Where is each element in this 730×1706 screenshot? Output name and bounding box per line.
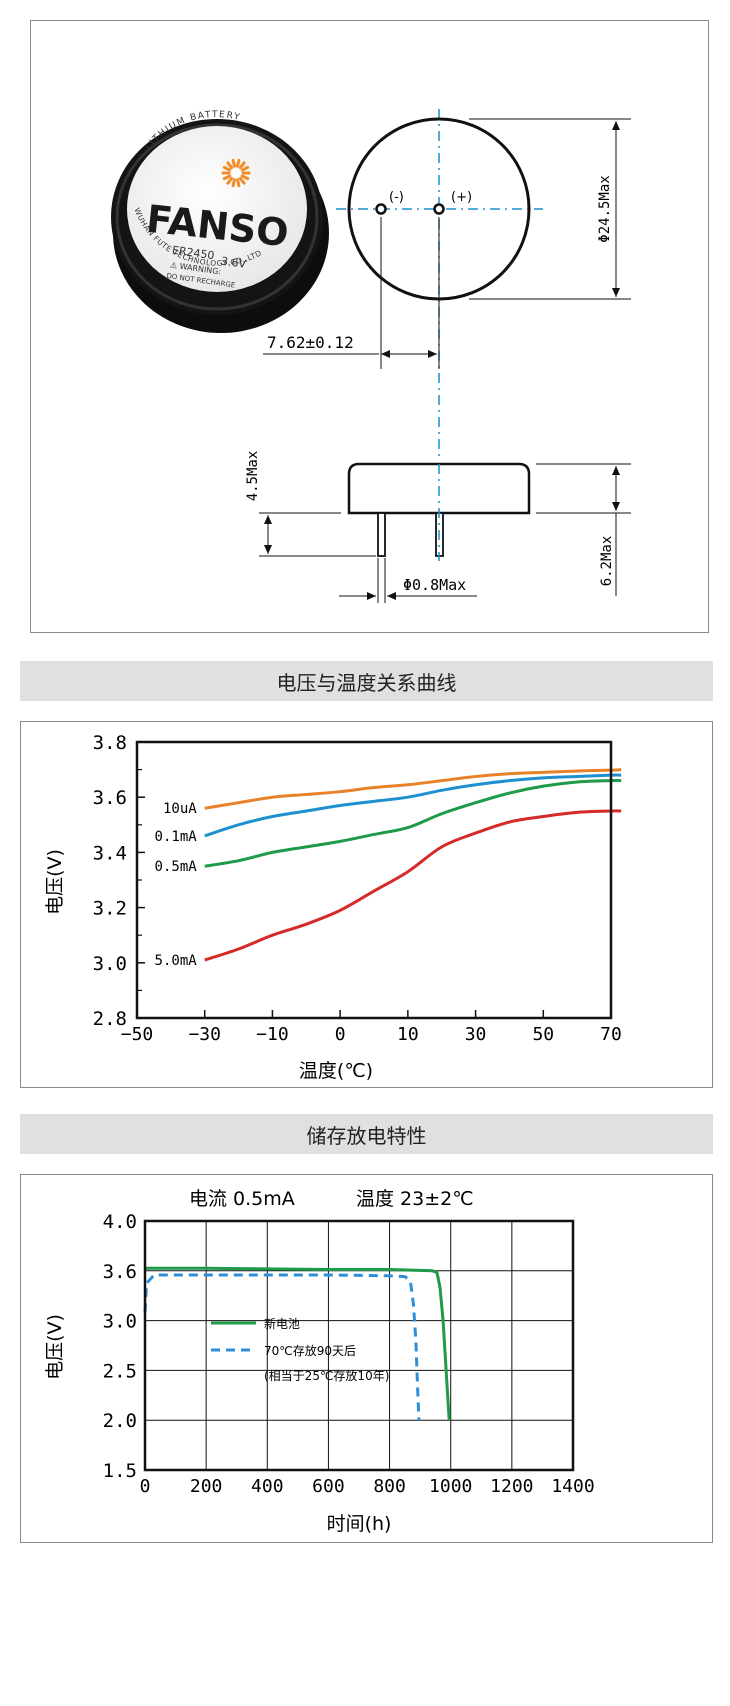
storage-chart-xlabel: 时间(h)	[327, 1513, 392, 1535]
temp-y-tick: 3.8	[93, 732, 127, 754]
section-temp-header: 电压与温度关系曲线	[20, 661, 713, 701]
section-temp-title: 电压与温度关系曲线	[276, 670, 457, 695]
temp-chart-ylabel: 电压(V)	[44, 849, 66, 915]
storage-chart: 0 200 400 600 800 1000 1200 1400 1.5 2.0 2.5 3.0 3.6…	[44, 1188, 595, 1535]
battery-label	[127, 126, 307, 292]
temp-chart-xlabel: 温度(℃)	[299, 1060, 373, 1082]
legend-label-stored-note: (相当于25℃存放10年)	[264, 1368, 389, 1383]
storage-y-tick: 3.0	[103, 1311, 137, 1333]
temp-series-line	[204, 773, 622, 838]
neg-label: (-)	[389, 190, 404, 205]
temp-series-label: 5.0mA	[155, 953, 198, 969]
storage-y-tick: 2.0	[103, 1410, 137, 1432]
temp-chart-panel: −50 −30 −10 0 10 30 50 70 2.8 3.0 3.2 3.4 3.6 3.8 10u…	[20, 721, 713, 1088]
pos-pin-icon	[433, 203, 445, 215]
battery-voltage: 3.6V	[220, 254, 247, 270]
temp-chart-frame	[135, 740, 613, 1020]
storage-chart-panel: 0 200 400 600 800 1000 1200 1400 1.5 2.0 2.5 3.0 3.6…	[20, 1174, 713, 1543]
pin-diameter-label: Φ0.8Max	[403, 576, 466, 594]
temp-x-tick: 50	[532, 1024, 554, 1045]
spec-drawing: LITHIUM BATTERY WUHAN FUTE TECHNOLOGY CO…	[111, 109, 631, 603]
section-storage-header: 储存放电特性	[20, 1114, 713, 1154]
spec-panel: LITHIUM BATTERY WUHAN FUTE TECHNOLOGY CO…	[30, 20, 709, 633]
total-height-label: 6.2Max	[599, 536, 615, 587]
temp-y-tick: 3.4	[93, 842, 127, 864]
storage-y-tick: 4.0	[103, 1211, 137, 1233]
pin-spacing-label: 7.62±0.12	[267, 333, 354, 352]
temp-series-line	[204, 809, 622, 962]
storage-chart-ylabel: 电压(V)	[44, 1314, 66, 1380]
temp-x-tick: −50	[121, 1024, 154, 1045]
temp-chart: −50 −30 −10 0 10 30 50 70 2.8 3.0 3.2 3.4 3.6 3.8 10u…	[44, 732, 622, 1082]
storage-x-tick: 600	[312, 1476, 345, 1497]
battery-photo: LITHIUM BATTERY WUHAN FUTE TECHNOLOGY CO…	[111, 110, 329, 333]
side-view: 4.5Max 6.2Max Φ0.8Max	[245, 451, 631, 603]
neg-leg	[377, 512, 386, 557]
height-label: 4.5Max	[245, 451, 261, 502]
storage-x-tick: 1000	[429, 1476, 472, 1497]
temp-y-tick: 3.0	[93, 953, 127, 975]
storage-x-tick: 0	[140, 1476, 151, 1497]
legend-label-stored: 70℃存放90天后	[264, 1343, 356, 1358]
temp-series-line	[204, 779, 622, 868]
storage-x-tick: 200	[190, 1476, 223, 1497]
temp-x-tick: 0	[335, 1024, 346, 1045]
battery-model: ER2450	[171, 244, 215, 263]
storage-series-line	[143, 1273, 421, 1421]
pos-label: (+)	[451, 190, 472, 205]
section-storage-title: 储存放电特性	[306, 1123, 427, 1148]
storage-chart-title-temp: 温度 23±2℃	[356, 1188, 474, 1210]
storage-chart-frame	[143, 1219, 575, 1472]
top-view: (-) (+) Φ24.5Max 7.62±0.12	[263, 109, 631, 461]
temp-x-tick: 70	[600, 1024, 622, 1045]
temp-x-tick: −30	[188, 1024, 221, 1045]
storage-x-tick: 400	[251, 1476, 284, 1497]
temp-series-label: 0.1mA	[155, 829, 198, 845]
legend-label-new: 新电池	[264, 1316, 300, 1331]
temp-y-tick: 2.8	[93, 1008, 127, 1030]
storage-legend: 新电池 70℃存放90天后 (相当于25℃存放10年)	[211, 1316, 389, 1383]
temp-x-tick: 30	[465, 1024, 487, 1045]
temp-series-line	[204, 768, 622, 810]
storage-x-tick: 1200	[490, 1476, 533, 1497]
storage-series-line	[145, 1266, 451, 1421]
storage-x-tick: 800	[373, 1476, 406, 1497]
temp-x-tick: 10	[397, 1024, 419, 1045]
temp-series-label: 0.5mA	[155, 859, 198, 875]
temp-y-tick: 3.2	[93, 898, 127, 920]
storage-x-tick: 1400	[551, 1476, 594, 1497]
temp-series-label: 10uA	[163, 801, 197, 817]
neg-pin-icon	[375, 203, 387, 215]
storage-chart-title-current: 电流 0.5mA	[189, 1188, 295, 1210]
temp-y-tick: 3.6	[93, 787, 127, 809]
diameter-label: Φ24.5Max	[597, 175, 613, 242]
temp-x-tick: −10	[256, 1024, 289, 1045]
storage-y-tick: 3.6	[103, 1261, 137, 1283]
sun-logo-icon	[221, 158, 251, 188]
storage-y-tick: 2.5	[103, 1360, 137, 1382]
storage-y-tick: 1.5	[103, 1460, 137, 1482]
